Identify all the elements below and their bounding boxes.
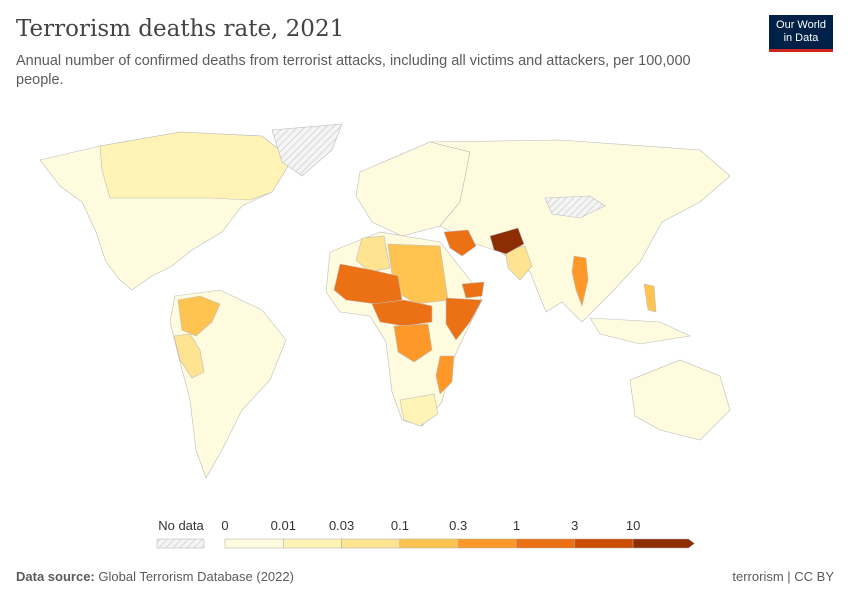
colombia-venezuela[interactable] xyxy=(177,295,221,337)
algeria[interactable] xyxy=(355,235,391,273)
legend-bin-swatch xyxy=(632,538,695,549)
philippines[interactable] xyxy=(643,283,657,313)
legend-bin-swatch xyxy=(457,538,517,549)
data-source-label: Data source: xyxy=(16,569,95,584)
drc[interactable] xyxy=(393,323,433,363)
logo-line-1: Our World xyxy=(776,19,826,31)
iraq-syria[interactable] xyxy=(443,229,477,257)
myanmar[interactable] xyxy=(571,255,589,308)
russia-asia[interactable] xyxy=(429,139,731,323)
canada[interactable] xyxy=(99,131,293,201)
australia[interactable] xyxy=(629,359,731,441)
page-title: Terrorism deaths rate, 2021 xyxy=(16,16,345,42)
greenland[interactable] xyxy=(271,123,343,177)
legend-bin-label: 0.1 xyxy=(390,518,409,533)
legend-bin-swatch xyxy=(224,538,284,549)
legend-bin-label: 0.3 xyxy=(449,518,468,533)
map-legend: No data 0 0.01 0.03 0.1 0.3 1 3 10 xyxy=(0,515,850,555)
legend-bin-swatch xyxy=(516,538,576,549)
legend-bin-label: 0.03 xyxy=(328,518,355,533)
no-data-label: No data xyxy=(158,518,204,533)
data-source: Data source: Global Terrorism Database (… xyxy=(16,569,294,584)
data-source-link[interactable]: Global Terrorism Database (2022) xyxy=(98,569,294,584)
legend-bin-swatch xyxy=(574,538,634,549)
south-america[interactable] xyxy=(169,289,287,479)
legend-no-data-swatch xyxy=(156,538,205,549)
legend-bin-label: 10 xyxy=(625,518,641,533)
page-subtitle: Annual number of confirmed deaths from t… xyxy=(16,53,691,88)
nigeria-cameroon-car[interactable] xyxy=(371,299,433,327)
legend-bin-label: 0.01 xyxy=(270,518,296,533)
owid-logo[interactable]: Our World in Data xyxy=(769,15,833,52)
yemen[interactable] xyxy=(461,281,485,299)
indonesia[interactable] xyxy=(589,317,692,345)
pakistan-india[interactable] xyxy=(504,245,533,281)
afghanistan[interactable] xyxy=(489,227,525,255)
legend-bin-swatch xyxy=(341,538,401,549)
legend-bin-label: 1 xyxy=(512,518,521,533)
peru[interactable] xyxy=(173,333,205,379)
legend-bin-swatch xyxy=(399,538,459,549)
legend-bin-label: 3 xyxy=(571,518,579,533)
mongolia-no-data[interactable] xyxy=(544,195,606,219)
logo-line-2: in Data xyxy=(783,32,819,44)
world-map[interactable] xyxy=(0,110,850,510)
legend-bin-swatch xyxy=(283,538,342,549)
somalia-ethiopia[interactable] xyxy=(445,297,483,341)
mozambique[interactable] xyxy=(435,355,455,395)
legend-bin-label: 0 xyxy=(221,518,229,533)
south-africa[interactable] xyxy=(399,393,439,427)
footer-license[interactable]: terrorism | CC BY xyxy=(732,569,834,584)
legend-bar xyxy=(156,538,695,549)
